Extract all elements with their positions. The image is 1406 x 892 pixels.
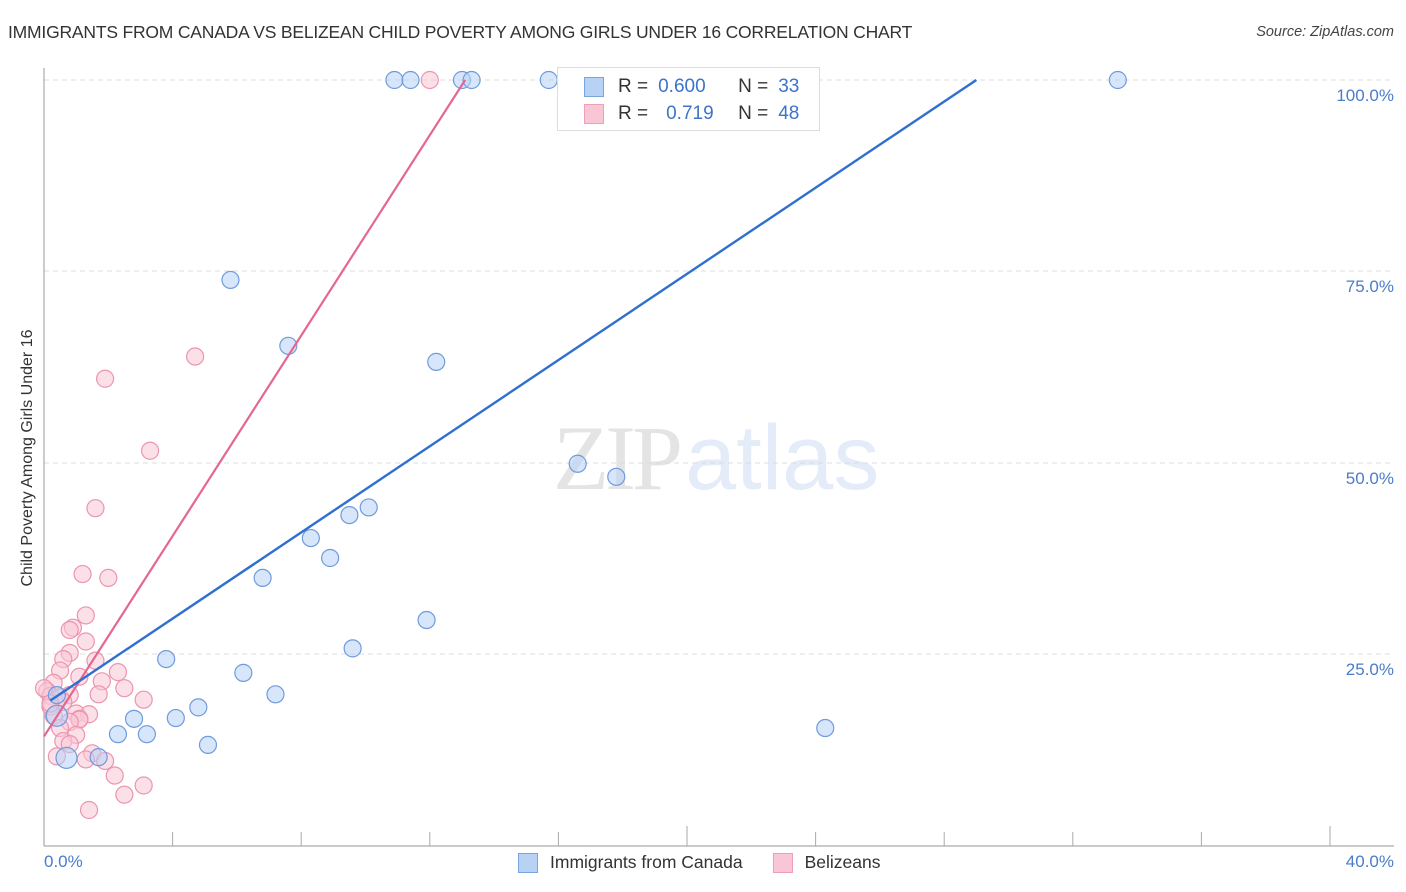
r-label: R =: [618, 103, 649, 124]
x-tick-max: 40.0%: [1345, 852, 1394, 871]
data-point: [401, 70, 420, 90]
legend-label: Immigrants from Canada: [550, 852, 743, 872]
belizeans-trendline: [43, 79, 467, 738]
canada-trendline: [49, 79, 978, 702]
data-point: [124, 709, 144, 728]
data-point: [86, 499, 105, 518]
data-point: [134, 690, 153, 709]
data-point: [266, 685, 285, 704]
data-point: [568, 454, 587, 473]
n-label: N =: [738, 76, 769, 97]
data-point: [89, 685, 108, 704]
y-tick-75: 75.0%: [1345, 277, 1394, 296]
data-point: [99, 568, 118, 588]
legend-item-belizeans[interactable]: Belizeans: [772, 852, 881, 873]
r-value: 0.719: [666, 103, 714, 124]
data-point: [417, 610, 436, 630]
data-point: [108, 663, 128, 682]
data-point: [134, 776, 153, 795]
watermark-atlas: atlas: [685, 407, 880, 509]
data-point: [79, 800, 99, 820]
data-point: [234, 663, 253, 682]
data-point: [166, 708, 185, 728]
data-point: [1108, 70, 1127, 90]
data-point: [115, 679, 134, 698]
data-point: [108, 725, 128, 744]
data-point: [539, 70, 558, 90]
r-value: 0.600: [658, 76, 706, 97]
x-axis-ticks: [172, 826, 1331, 846]
canada-points: [45, 70, 1127, 770]
data-point: [321, 548, 340, 568]
legend-label: Belizeans: [804, 852, 881, 872]
data-point: [89, 748, 108, 767]
data-point: [140, 441, 160, 460]
belizeans-swatch-icon: [584, 104, 604, 124]
canada-swatch-icon: [584, 77, 604, 97]
canada-swatch-icon: [518, 852, 538, 873]
y-tick-25: 25.0%: [1345, 660, 1394, 679]
y-axis-label: Child Poverty Among Girls Under 16: [19, 329, 36, 587]
data-point: [60, 620, 79, 640]
legend-item-canada[interactable]: Immigrants from Canada: [518, 852, 743, 873]
data-point: [157, 649, 176, 669]
data-point: [816, 718, 835, 738]
n-value: 33: [778, 76, 800, 97]
data-point: [340, 505, 359, 525]
belizeans-swatch-icon: [772, 852, 793, 873]
data-point: [607, 467, 626, 486]
data-point: [462, 70, 481, 90]
source-label: Source: ZipAtlas.com: [1256, 24, 1394, 40]
data-point: [253, 568, 272, 588]
data-point: [420, 70, 439, 90]
x-tick-min: 0.0%: [44, 852, 83, 871]
legend-row-canada: R = 0.600 N = 33: [584, 74, 799, 100]
belizeans-points: [34, 70, 439, 820]
data-point: [105, 766, 124, 785]
data-point: [385, 70, 404, 90]
data-point: [189, 698, 208, 717]
data-point: [76, 606, 95, 625]
data-point: [343, 639, 362, 658]
data-point: [115, 785, 134, 804]
data-point: [73, 564, 92, 584]
data-point: [221, 270, 240, 290]
data-point: [198, 735, 218, 754]
data-point: [137, 725, 156, 744]
correlation-legend: R = 0.600 N = 33 R = 0.719 N = 48: [557, 67, 820, 131]
data-point: [76, 632, 95, 651]
zipatlas-watermark: ZIPatlas: [553, 405, 879, 511]
data-point: [301, 528, 320, 548]
data-point: [55, 746, 78, 770]
data-point: [427, 352, 446, 371]
r-label: R =: [618, 76, 649, 97]
data-point: [95, 369, 115, 388]
y-tick-50: 50.0%: [1345, 469, 1394, 488]
n-label: N =: [738, 103, 769, 124]
chart-title: IMMIGRANTS FROM CANADA VS BELIZEAN CHILD…: [8, 22, 913, 42]
legend-row-belizeans: R = 0.719 N = 48: [584, 101, 799, 127]
data-point: [359, 498, 378, 517]
y-tick-100: 100.0%: [1336, 86, 1394, 105]
data-point: [186, 347, 205, 366]
series-legend: Immigrants from Canada Belizeans: [518, 852, 910, 873]
n-value: 48: [778, 103, 800, 124]
axes: [43, 68, 1394, 847]
